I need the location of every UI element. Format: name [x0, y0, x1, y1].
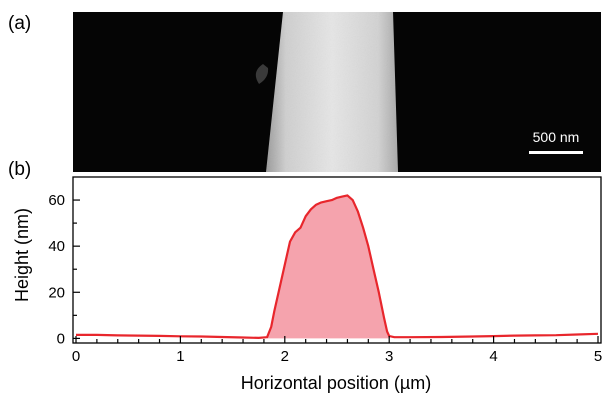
- x-axis-label: Horizontal position (µm): [241, 373, 431, 393]
- x-tick-label: 3: [385, 348, 393, 365]
- surface-debris: [255, 64, 269, 84]
- profile-line: [76, 194, 599, 339]
- x-tick-label: 5: [594, 348, 602, 365]
- scale-bar: [529, 151, 583, 154]
- plot-frame: [72, 176, 602, 344]
- x-tick-label: 2: [281, 348, 289, 365]
- y-tick-label: 20: [48, 284, 65, 301]
- y-tick-label: 60: [48, 192, 65, 209]
- y-tick-label: 40: [48, 238, 65, 255]
- scale-bar-label: 500 nm: [533, 129, 580, 145]
- y-axis-label: Height (nm): [12, 208, 32, 302]
- x-tick-label: 1: [176, 348, 184, 365]
- y-tick-label: 0: [57, 330, 65, 347]
- panel-label-b: (b): [8, 159, 32, 180]
- panel-label-a: (a): [8, 13, 32, 34]
- x-tick-label: 4: [489, 348, 497, 365]
- x-tick-label: 0: [72, 348, 80, 365]
- sem-micrograph: 500 nm: [73, 12, 601, 172]
